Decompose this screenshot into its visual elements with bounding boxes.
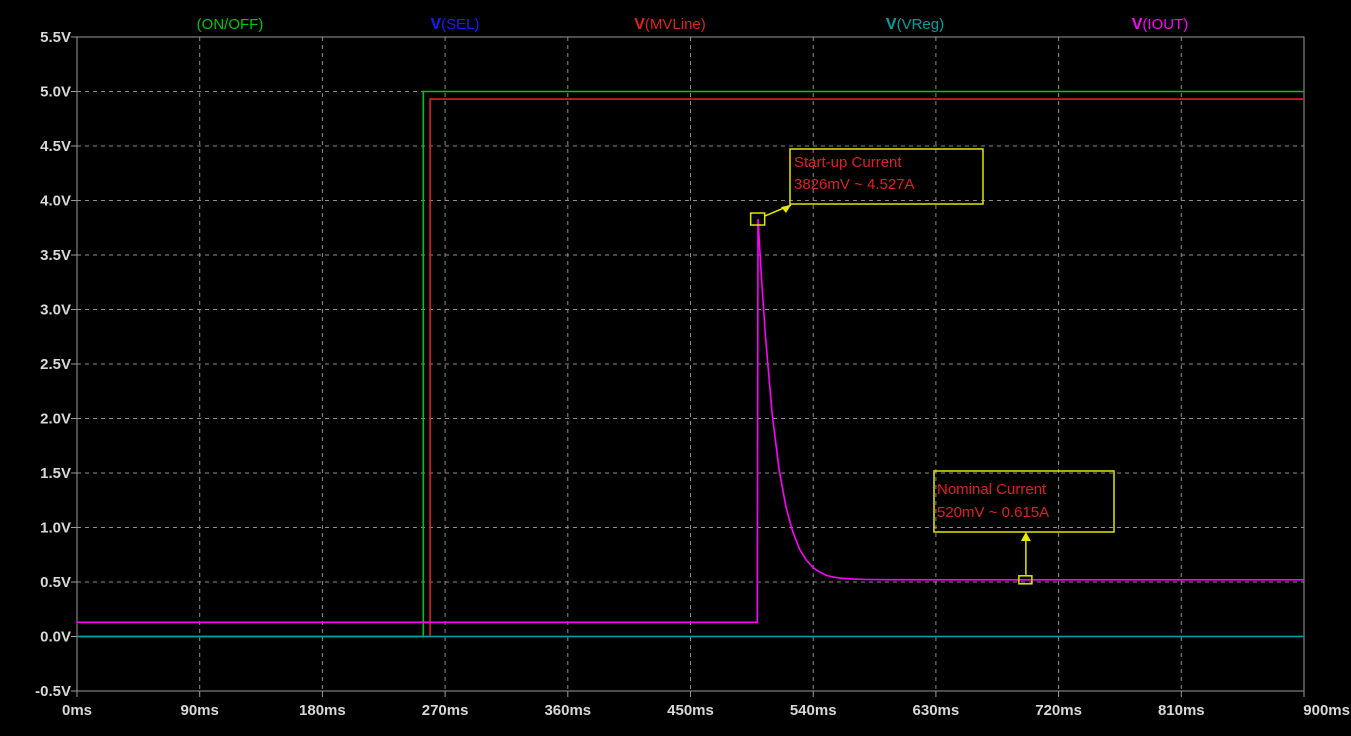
- x-tick-label: 630ms: [913, 702, 960, 719]
- legend-name: (VReg): [897, 16, 945, 33]
- plot-border: [76, 36, 1305, 692]
- x-tick-label: 270ms: [422, 702, 469, 719]
- trace-4: [77, 218, 1304, 624]
- legend-name: (MVLine): [645, 16, 706, 33]
- legend-entry: V(IOUT): [1132, 16, 1189, 33]
- arrow-startup: [781, 205, 791, 213]
- y-tick-label: -0.5V: [35, 683, 71, 700]
- x-tick-label: 720ms: [1035, 702, 1082, 719]
- annotations: Start-up Current 3826mV ~ 4.527A Nominal C…: [749, 148, 1115, 585]
- y-tick-label: 5.0V: [40, 84, 71, 101]
- legend-entry: (ON/OFF): [197, 16, 264, 33]
- x-tick-label: 90ms: [181, 702, 219, 719]
- y-tick-label: 0.5V: [40, 574, 71, 591]
- y-tick-label: 4.0V: [40, 193, 71, 210]
- grid: [77, 37, 1304, 691]
- legend: (ON/OFF) V(SEL) V(MVLine) V(VReg) V(IOUT): [197, 16, 1189, 33]
- x-tick-label: 450ms: [667, 702, 714, 719]
- marker-nominal: [1018, 575, 1033, 585]
- annotation-text-nominal: 520mV ~ 0.615A: [937, 504, 1049, 521]
- annotation-text-startup: Start-up Current: [794, 154, 902, 171]
- legend-prefix: V: [1132, 16, 1143, 33]
- legend-entry: V(SEL): [430, 16, 479, 33]
- x-tick-label: 0ms: [62, 702, 92, 719]
- y-tick-label: 2.0V: [40, 411, 71, 428]
- annotation-text-startup: 3826mV ~ 4.527A: [794, 176, 915, 193]
- legend-name: (SEL): [441, 16, 479, 33]
- x-tick-label: 540ms: [790, 702, 837, 719]
- y-tick-label: 1.0V: [40, 520, 71, 537]
- y-tick-label: 4.5V: [40, 138, 71, 155]
- x-tick-label: 180ms: [299, 702, 346, 719]
- legend-prefix: V: [886, 16, 897, 33]
- y-tick-label: 5.5V: [40, 29, 71, 46]
- arrow-nominal: [1020, 532, 1031, 541]
- y-axis-labels: 5.5V 5.0V 4.5V 4.0V 3.5V 3.0V 2.5V 2.0V 1.5V 1.0V…: [35, 29, 71, 700]
- annotation-text-nominal: Nominal Current: [937, 481, 1047, 498]
- legend-name: (IOUT): [1142, 16, 1188, 33]
- y-tick-label: 3.0V: [40, 302, 71, 319]
- x-tick-label: 360ms: [544, 702, 591, 719]
- legend-entry: V(VReg): [886, 16, 944, 33]
- annotation-box-nominal: [933, 470, 1115, 533]
- legend-prefix: V: [634, 16, 645, 33]
- legend-prefix: V: [430, 16, 441, 33]
- y-tick-label: 3.5V: [40, 247, 71, 264]
- x-axis-labels: 0ms 90ms 180ms 270ms 360ms 450ms 540ms 630ms 720…: [62, 702, 1350, 719]
- legend-name: (ON/OFF): [197, 16, 264, 33]
- plot-frame: [71, 36, 1305, 697]
- y-tick-label: 1.5V: [40, 465, 71, 482]
- marker-startup: [749, 212, 766, 226]
- annotation-box-startup: [789, 148, 984, 205]
- x-tick-label: 900ms: [1303, 702, 1350, 719]
- y-tick-label: 0.0V: [40, 629, 71, 646]
- y-tick-label: 2.5V: [40, 356, 71, 373]
- legend-entry: V(MVLine): [634, 16, 706, 33]
- traces: [77, 90, 1304, 638]
- x-tick-label: 810ms: [1158, 702, 1205, 719]
